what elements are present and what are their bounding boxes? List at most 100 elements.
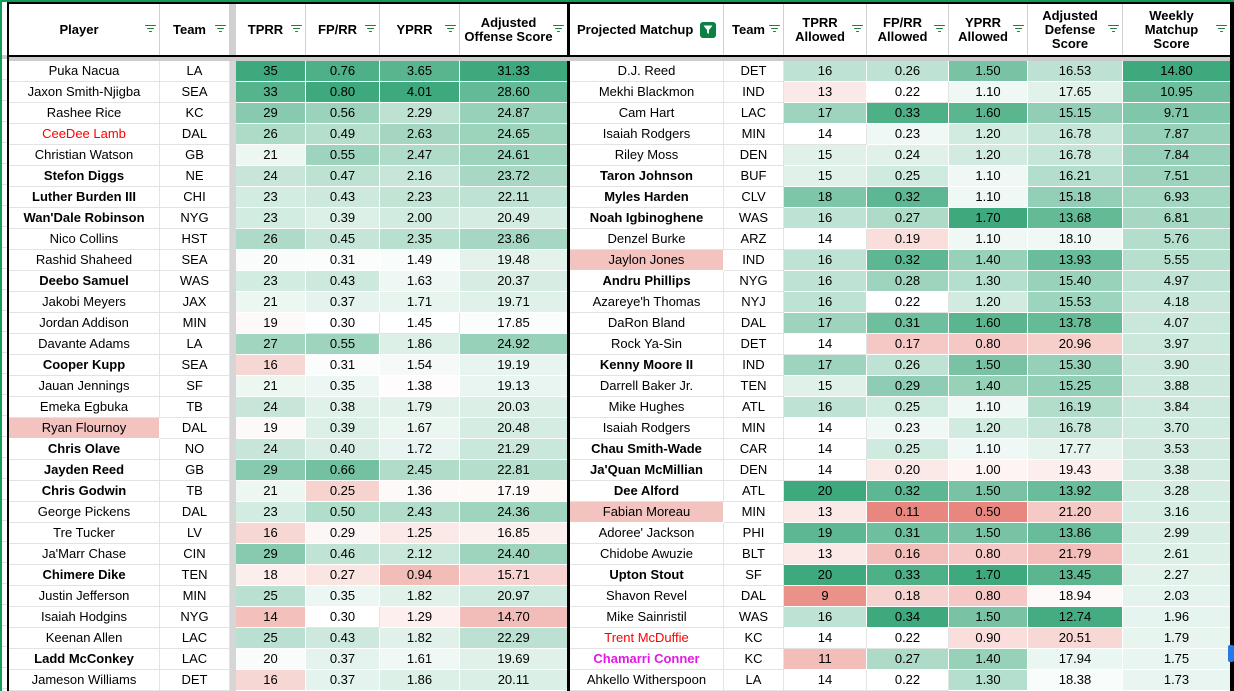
filter-funnel-active-icon[interactable] bbox=[700, 21, 717, 38]
cell-yprr_allowed[interactable]: 1.20 bbox=[949, 145, 1028, 166]
cell-matchup[interactable]: Ja'Quan McMillian bbox=[570, 460, 724, 481]
cell-tprr_allowed[interactable]: 9 bbox=[784, 586, 867, 607]
cell-adj_offense_score[interactable]: 24.40 bbox=[460, 544, 567, 565]
cell-fprr_allowed[interactable]: 0.32 bbox=[867, 250, 949, 271]
cell-adj_defense_score[interactable]: 17.65 bbox=[1028, 82, 1123, 103]
cell-team[interactable]: MIN bbox=[160, 313, 230, 334]
cell-adj_offense_score[interactable]: 22.81 bbox=[460, 460, 567, 481]
header-tprr-allowed[interactable]: TPRR Allowed bbox=[784, 4, 867, 55]
cell-matchup[interactable]: Chau Smith-Wade bbox=[570, 439, 724, 460]
cell-yprr_allowed[interactable]: 1.40 bbox=[949, 376, 1028, 397]
cell-yprr[interactable]: 1.63 bbox=[380, 271, 460, 292]
cell-team[interactable]: WAS bbox=[160, 271, 230, 292]
cell-tprr[interactable]: 20 bbox=[236, 649, 306, 670]
cell-team[interactable]: DET bbox=[160, 670, 230, 691]
cell-adj_defense_score[interactable]: 20.51 bbox=[1028, 628, 1123, 649]
cell-fprr[interactable]: 0.43 bbox=[306, 628, 380, 649]
cell-team[interactable]: JAX bbox=[160, 292, 230, 313]
cell-tprr[interactable]: 24 bbox=[236, 166, 306, 187]
cell-matchup[interactable]: Ahkello Witherspoon bbox=[570, 670, 724, 691]
cell-adj_offense_score[interactable]: 24.65 bbox=[460, 124, 567, 145]
cell-adj_offense_score[interactable]: 19.19 bbox=[460, 355, 567, 376]
cell-fprr[interactable]: 0.27 bbox=[306, 565, 380, 586]
cell-adj_offense_score[interactable]: 17.85 bbox=[460, 313, 567, 334]
cell-player[interactable]: Emeka Egbuka bbox=[9, 397, 160, 418]
cell-weekly_matchup_score[interactable]: 2.99 bbox=[1123, 523, 1230, 544]
cell-team[interactable]: MIN bbox=[724, 124, 784, 145]
cell-fprr[interactable]: 0.49 bbox=[306, 124, 380, 145]
cell-yprr_allowed[interactable]: 1.50 bbox=[949, 355, 1028, 376]
cell-fprr_allowed[interactable]: 0.32 bbox=[867, 187, 949, 208]
header-yprr[interactable]: YPRR bbox=[380, 4, 460, 55]
filter-lines-icon[interactable] bbox=[290, 24, 302, 35]
cell-yprr[interactable]: 1.49 bbox=[380, 250, 460, 271]
cell-weekly_matchup_score[interactable]: 3.90 bbox=[1123, 355, 1230, 376]
cell-team[interactable]: NYG bbox=[160, 607, 230, 628]
cell-weekly_matchup_score[interactable]: 4.18 bbox=[1123, 292, 1230, 313]
cell-adj_defense_score[interactable]: 17.77 bbox=[1028, 439, 1123, 460]
cell-matchup[interactable]: Myles Harden bbox=[570, 187, 724, 208]
cell-yprr[interactable]: 1.36 bbox=[380, 481, 460, 502]
cell-yprr[interactable]: 3.65 bbox=[380, 61, 460, 82]
cell-yprr[interactable]: 2.16 bbox=[380, 166, 460, 187]
cell-player[interactable]: Rashee Rice bbox=[9, 103, 160, 124]
cell-team[interactable]: SEA bbox=[160, 82, 230, 103]
cell-yprr_allowed[interactable]: 1.20 bbox=[949, 124, 1028, 145]
cell-weekly_matchup_score[interactable]: 7.84 bbox=[1123, 145, 1230, 166]
cell-yprr_allowed[interactable]: 1.30 bbox=[949, 271, 1028, 292]
cell-weekly_matchup_score[interactable]: 4.07 bbox=[1123, 313, 1230, 334]
cell-fprr[interactable]: 0.55 bbox=[306, 334, 380, 355]
cell-tprr_allowed[interactable]: 14 bbox=[784, 418, 867, 439]
cell-tprr_allowed[interactable]: 14 bbox=[784, 628, 867, 649]
cell-adj_offense_score[interactable]: 20.11 bbox=[460, 670, 567, 691]
cell-fprr[interactable]: 0.35 bbox=[306, 586, 380, 607]
cell-yprr[interactable]: 1.82 bbox=[380, 586, 460, 607]
cell-adj_defense_score[interactable]: 16.78 bbox=[1028, 145, 1123, 166]
cell-tprr[interactable]: 29 bbox=[236, 544, 306, 565]
cell-adj_offense_score[interactable]: 19.13 bbox=[460, 376, 567, 397]
cell-adj_defense_score[interactable]: 16.21 bbox=[1028, 166, 1123, 187]
cell-tprr_allowed[interactable]: 15 bbox=[784, 145, 867, 166]
cell-yprr_allowed[interactable]: 0.80 bbox=[949, 544, 1028, 565]
cell-tprr_allowed[interactable]: 17 bbox=[784, 313, 867, 334]
cell-adj_offense_score[interactable]: 23.72 bbox=[460, 166, 567, 187]
cell-adj_defense_score[interactable]: 21.79 bbox=[1028, 544, 1123, 565]
cell-fprr[interactable]: 0.30 bbox=[306, 313, 380, 334]
cell-matchup[interactable]: Denzel Burke bbox=[570, 229, 724, 250]
cell-yprr[interactable]: 1.67 bbox=[380, 418, 460, 439]
filter-lines-icon[interactable] bbox=[933, 24, 945, 35]
cell-yprr_allowed[interactable]: 1.10 bbox=[949, 187, 1028, 208]
cell-fprr[interactable]: 0.38 bbox=[306, 397, 380, 418]
cell-tprr[interactable]: 26 bbox=[236, 229, 306, 250]
cell-team[interactable]: GB bbox=[160, 145, 230, 166]
cell-fprr[interactable]: 0.45 bbox=[306, 229, 380, 250]
cell-yprr_allowed[interactable]: 1.00 bbox=[949, 460, 1028, 481]
cell-yprr_allowed[interactable]: 1.40 bbox=[949, 649, 1028, 670]
cell-adj_defense_score[interactable]: 17.94 bbox=[1028, 649, 1123, 670]
cell-player[interactable]: Justin Jefferson bbox=[9, 586, 160, 607]
cell-tprr_allowed[interactable]: 18 bbox=[784, 187, 867, 208]
filter-lines-icon[interactable] bbox=[144, 24, 156, 35]
cell-team[interactable]: BUF bbox=[724, 166, 784, 187]
cell-matchup[interactable]: Darrell Baker Jr. bbox=[570, 376, 724, 397]
cell-team[interactable]: TEN bbox=[724, 376, 784, 397]
cell-team[interactable]: DEN bbox=[724, 460, 784, 481]
cell-tprr_allowed[interactable]: 14 bbox=[784, 460, 867, 481]
cell-matchup[interactable]: Upton Stout bbox=[570, 565, 724, 586]
cell-team[interactable]: NYG bbox=[160, 208, 230, 229]
cell-fprr[interactable]: 0.31 bbox=[306, 355, 380, 376]
filter-lines-icon[interactable] bbox=[1215, 24, 1227, 35]
cell-tprr[interactable]: 21 bbox=[236, 481, 306, 502]
header-team-left[interactable]: Team bbox=[160, 4, 230, 55]
cell-adj_defense_score[interactable]: 21.20 bbox=[1028, 502, 1123, 523]
cell-matchup[interactable]: Fabian Moreau bbox=[570, 502, 724, 523]
cell-tprr_allowed[interactable]: 17 bbox=[784, 355, 867, 376]
cell-tprr[interactable]: 16 bbox=[236, 355, 306, 376]
cell-tprr_allowed[interactable]: 16 bbox=[784, 292, 867, 313]
cell-yprr_allowed[interactable]: 1.20 bbox=[949, 292, 1028, 313]
cell-player[interactable]: Jauan Jennings bbox=[9, 376, 160, 397]
cell-team[interactable]: TEN bbox=[160, 565, 230, 586]
cell-adj_defense_score[interactable]: 15.25 bbox=[1028, 376, 1123, 397]
cell-team[interactable]: LAC bbox=[160, 628, 230, 649]
cell-matchup[interactable]: Rock Ya-Sin bbox=[570, 334, 724, 355]
